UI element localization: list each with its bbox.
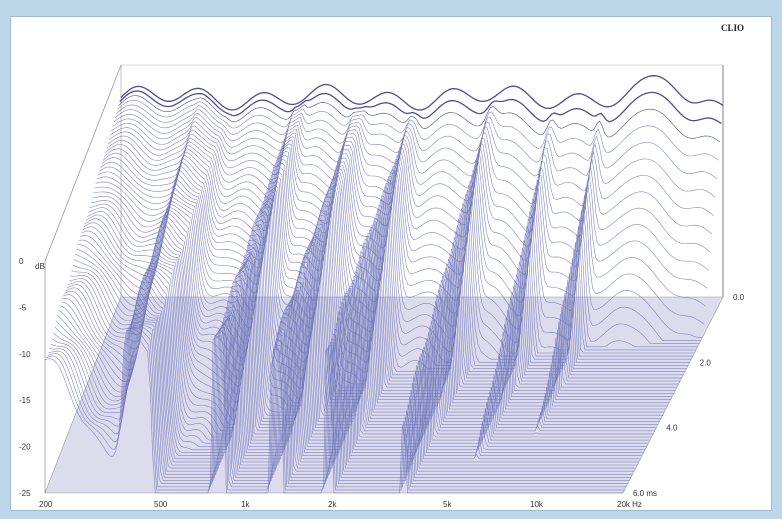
slice-line [119,90,722,125]
slice-line [52,311,633,475]
slice-line [90,187,684,376]
slice-line [100,154,696,351]
axis-labels: CLIO dB 0 -5 -10 -15 -20 -25 200 500 1k 2k 5k 10k 20… [19,23,745,509]
slice-line [89,191,682,379]
x-tick-label: 2k [328,500,337,509]
slice-line [64,269,649,444]
z-tick-label: 4.0 [666,424,678,433]
y-tick-label: -5 [19,303,27,312]
slice-line [97,161,693,357]
slice-line [81,214,671,400]
slice-line [93,178,687,369]
slice-line [108,129,708,289]
slice-line [70,254,657,428]
slice-line [94,173,689,366]
x-tick-label: 500 [154,500,168,509]
slice-line [62,272,647,447]
x-tick-label: 1k [241,500,250,509]
slice-line [101,151,698,348]
top-left-edge [44,64,122,262]
slice-line [54,300,636,469]
slice-line [111,121,711,253]
slice-line [116,104,717,179]
slice-line [67,261,654,435]
slice-line [103,144,701,341]
slice-line [117,99,719,161]
slice-line [84,206,676,391]
y-tick-label: -15 [19,396,31,405]
slice-line [79,217,669,404]
slice-line [72,244,660,422]
slice-line [44,330,623,494]
spectral-slices [44,75,724,494]
slice-line [78,221,668,407]
slice-line [82,211,673,397]
slice-line [60,277,644,453]
slice-line [71,249,658,425]
slice-line [120,75,724,111]
slice-line [69,258,655,432]
slice-line [83,209,674,394]
slice-line [50,316,631,478]
y-tick-label: 0 [19,257,24,266]
slice-line [114,109,716,198]
slice-line [99,157,695,354]
slice-line [112,117,713,235]
slice-line [91,182,685,372]
y-tick-label: -10 [19,350,31,359]
waterfall-chart: CLIO dB 0 -5 -10 -15 -20 -25 200 500 1k 2k 5k 10k 20… [19,23,745,509]
y-tick-label: -25 [19,489,31,498]
slice-line [102,148,700,344]
slice-line [58,284,641,460]
x-tick-label: 10k [530,500,544,509]
x-tick-label: 200 [39,500,53,509]
x-tick-label: 20k Hz [617,500,642,509]
slice-line [96,165,692,360]
slice-line [61,274,646,450]
y-tick-label: -20 [19,443,31,452]
slice-line [88,195,681,382]
slice-line [75,234,663,416]
brand-label: CLIO [721,23,744,33]
slice-line [47,325,627,488]
slice-line [76,229,665,413]
slice-line [56,289,639,463]
slice-line [118,95,720,143]
slice-line [77,224,666,410]
z-tick-label: 0.0 [733,293,745,302]
slice-line [87,199,679,385]
slice-line [85,203,677,388]
slice-line [109,125,709,271]
x-tick-label: 5k [443,500,452,509]
slice-line [73,239,662,419]
slice-line [105,141,703,338]
z-tick-label: 6.0 ms [633,489,657,498]
z-tick-label: 2.0 [700,358,712,367]
axes-frame [44,64,724,493]
slice-line [106,137,705,325]
slice-line [65,267,650,441]
y-axis-unit-label: dB [35,262,45,271]
slice-line [95,169,690,363]
slice-line [53,306,635,472]
slice-line [49,319,630,481]
slice-line [48,322,628,484]
slice-line [55,295,638,466]
slice-line [66,265,652,438]
slice-line [46,328,625,491]
slice-line [59,280,642,456]
waterfall-plot-panel: CLIO dB 0 -5 -10 -15 -20 -25 200 500 1k 2k 5k 10k 20… [10,16,772,511]
slice-line [107,133,706,307]
slice-line [113,113,714,216]
